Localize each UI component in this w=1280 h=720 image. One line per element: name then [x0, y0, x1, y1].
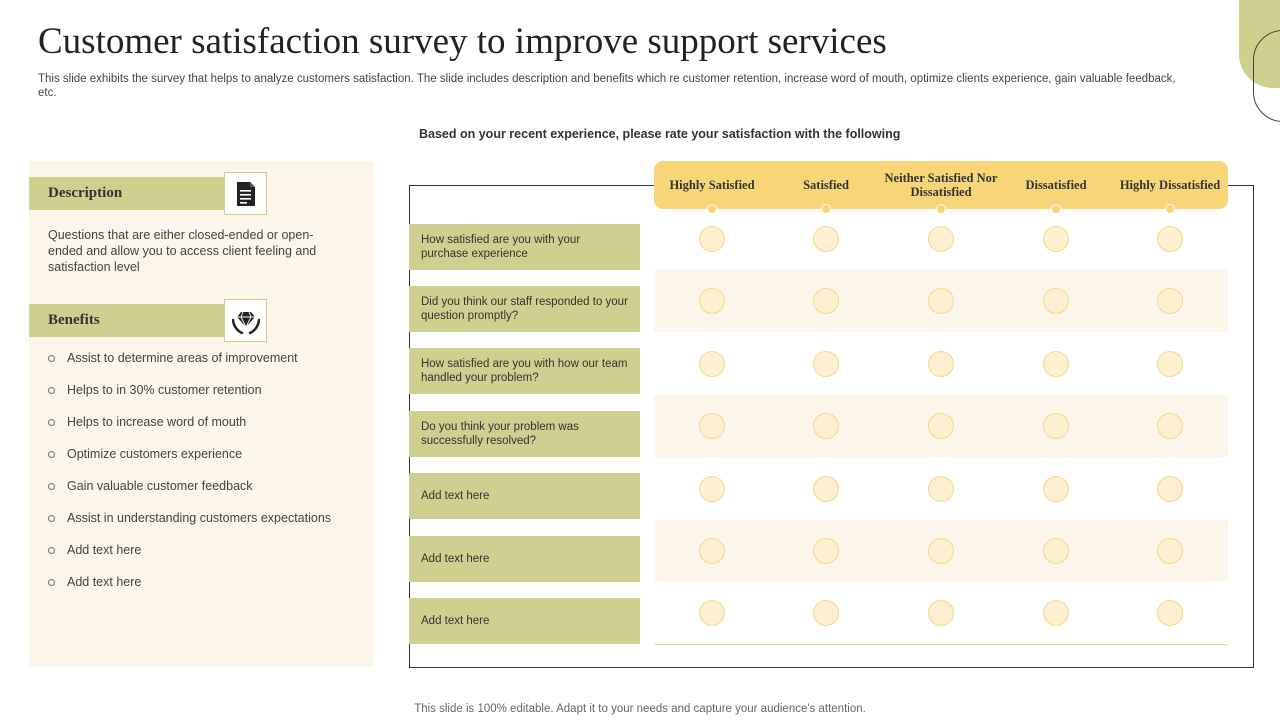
benefit-item: Optimize customers experience [47, 447, 331, 479]
rating-radio[interactable] [699, 538, 725, 564]
rating-radio[interactable] [699, 288, 725, 314]
bullet-icon [48, 387, 55, 394]
rating-radio[interactable] [813, 351, 839, 377]
rating-radio[interactable] [1043, 351, 1069, 377]
rating-radio[interactable] [928, 476, 954, 502]
rating-radio[interactable] [928, 226, 954, 252]
description-heading: Description [29, 177, 225, 210]
column-marker-dot [821, 204, 831, 214]
survey-prompt: Based on your recent experience, please … [419, 127, 901, 141]
rating-radio[interactable] [813, 413, 839, 439]
rating-radio[interactable] [1043, 226, 1069, 252]
bullet-icon [48, 451, 55, 458]
description-text: Questions that are either closed-ended o… [48, 228, 317, 274]
question-label: How satisfied are you with your purchase… [409, 224, 640, 270]
column-marker-dot [1165, 204, 1175, 214]
rating-radio[interactable] [813, 538, 839, 564]
benefit-item: Add text here [47, 575, 331, 607]
benefit-item: Assist in understanding customers expect… [47, 511, 331, 543]
column-header-satisfied: Satisfied [803, 178, 849, 192]
bullet-icon [48, 547, 55, 554]
rating-radio[interactable] [1043, 413, 1069, 439]
bullet-icon [48, 515, 55, 522]
rating-radio[interactable] [928, 413, 954, 439]
column-marker-dot [936, 204, 946, 214]
benefit-item: Add text here [47, 543, 331, 575]
rating-radio[interactable] [928, 288, 954, 314]
rating-radio[interactable] [928, 351, 954, 377]
column-header-highly-dissatisfied: Highly Dissatisfied [1119, 178, 1221, 192]
table-baseline [654, 644, 1228, 645]
question-label: How satisfied are you with how our team … [409, 348, 640, 394]
page-title: Customer satisfaction survey to improve … [38, 21, 887, 62]
benefits-list: Assist to determine areas of improvement… [47, 351, 331, 607]
question-label: Add text here [409, 598, 640, 644]
column-header-dissatisfied: Dissatisfied [1025, 178, 1087, 192]
rating-radio[interactable] [1157, 538, 1183, 564]
benefit-item: Helps to in 30% customer retention [47, 383, 331, 415]
rating-radio[interactable] [1043, 288, 1069, 314]
rating-radio[interactable] [1157, 288, 1183, 314]
rating-radio[interactable] [699, 600, 725, 626]
diamond-in-hands-icon [224, 299, 267, 342]
rating-radio[interactable] [928, 538, 954, 564]
benefit-item: Gain valuable customer feedback [47, 479, 331, 511]
rating-radio[interactable] [813, 600, 839, 626]
column-header-highly-satisfied: Highly Satisfied [669, 178, 755, 192]
rating-radio[interactable] [813, 288, 839, 314]
rating-radio[interactable] [1043, 476, 1069, 502]
footer-note: This slide is 100% editable. Adapt it to… [414, 703, 866, 715]
rating-radio[interactable] [1157, 476, 1183, 502]
rating-radio[interactable] [1043, 538, 1069, 564]
page-subtitle: This slide exhibits the survey that help… [38, 73, 1176, 99]
rating-radio[interactable] [1043, 600, 1069, 626]
bullet-icon [48, 419, 55, 426]
corner-decoration-outline [1253, 30, 1280, 122]
rating-radio[interactable] [1157, 351, 1183, 377]
column-marker-dot [1051, 204, 1061, 214]
rating-radio[interactable] [1157, 226, 1183, 252]
question-label: Add text here [409, 536, 640, 582]
rating-radio[interactable] [699, 413, 725, 439]
column-marker-dot [707, 204, 717, 214]
bullet-icon [48, 579, 55, 586]
benefit-item: Helps to increase word of mouth [47, 415, 331, 447]
rating-radio[interactable] [1157, 413, 1183, 439]
rating-radio[interactable] [813, 226, 839, 252]
column-header-neutral: Neither Satisfied Nor Dissatisfied [884, 171, 998, 199]
document-icon [224, 172, 267, 215]
bullet-icon [48, 483, 55, 490]
rating-header [654, 161, 1228, 209]
rating-radio[interactable] [699, 226, 725, 252]
question-label: Did you think our staff responded to you… [409, 286, 640, 332]
bullet-icon [48, 355, 55, 362]
rating-radio[interactable] [813, 476, 839, 502]
rating-radio[interactable] [699, 351, 725, 377]
info-panel [29, 161, 374, 667]
question-label: Add text here [409, 473, 640, 519]
rating-radio[interactable] [699, 476, 725, 502]
benefits-heading: Benefits [29, 304, 225, 337]
rating-radio[interactable] [1157, 600, 1183, 626]
question-label: Do you think your problem was successful… [409, 411, 640, 457]
rating-radio[interactable] [928, 600, 954, 626]
benefit-item: Assist to determine areas of improvement [47, 351, 331, 383]
